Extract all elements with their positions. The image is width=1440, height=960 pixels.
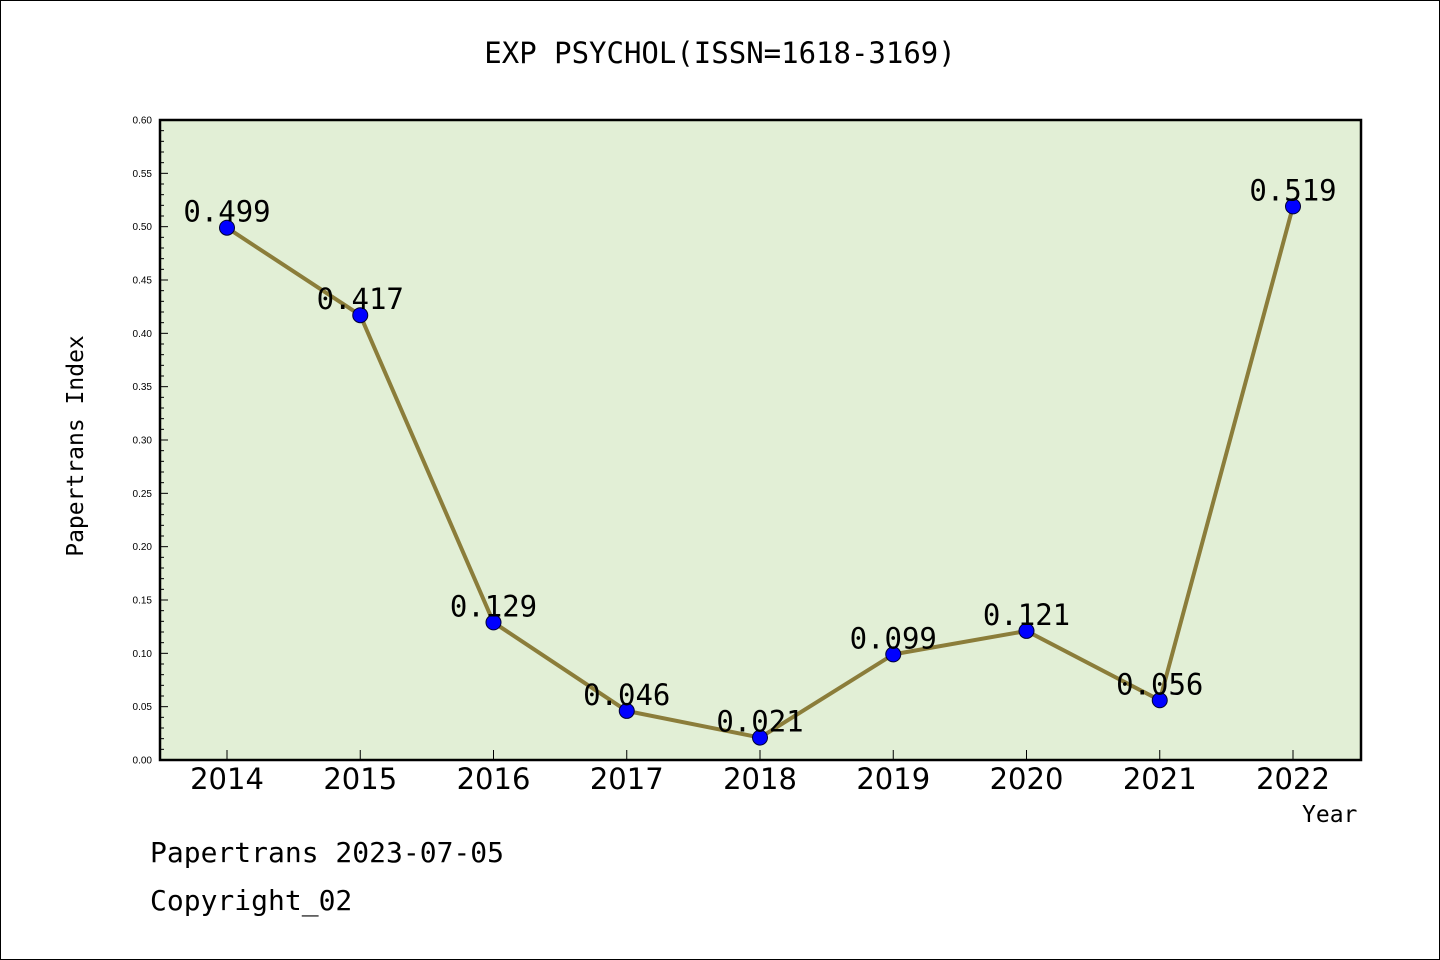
data-label: 0.519	[1249, 173, 1336, 207]
data-label: 0.021	[716, 705, 803, 739]
y-tick-label: 0.55	[133, 169, 153, 180]
x-axis-label: Year	[1302, 802, 1358, 828]
x-tick-label: 2019	[856, 762, 930, 796]
data-point	[219, 219, 235, 236]
data-labels: 0.499 0.417 0.129 0.046 0.021 0.099 0.121 0.056…	[183, 173, 1336, 738]
y-tick-label: 0.10	[133, 649, 153, 660]
data-point	[618, 702, 635, 719]
y-tick-label: 0.05	[133, 702, 153, 713]
data-label: 0.099	[850, 621, 937, 655]
plot-border	[158, 118, 1363, 762]
y-tick-label: 0.00	[133, 756, 153, 767]
x-axis: 2014 2015 2016 2017 2018 2019 2020 2021 2022	[190, 750, 1330, 796]
y-tick-label: 0.50	[133, 222, 153, 233]
chart-title: EXP PSYCHOL(ISSN=1618-3169)	[484, 36, 956, 70]
data-label: 0.499	[183, 195, 270, 229]
data-point	[752, 729, 768, 746]
y-tick-label: 0.60	[133, 116, 153, 127]
data-point	[1151, 692, 1168, 709]
x-tick-label: 2014	[190, 762, 264, 796]
y-tick-label: 0.15	[133, 596, 153, 607]
y-tick-label: 0.25	[133, 489, 153, 500]
plot-area	[160, 120, 1361, 760]
data-point	[352, 307, 369, 324]
y-tick-label: 0.40	[133, 329, 153, 340]
series-markers	[219, 198, 1301, 746]
x-tick-label: 2015	[323, 762, 397, 796]
x-tick-label: 2022	[1256, 762, 1330, 796]
data-label: 0.056	[1116, 667, 1203, 701]
x-tick-label: 2017	[590, 762, 664, 796]
y-tick-label: 0.45	[133, 276, 153, 287]
data-label: 0.417	[317, 282, 404, 316]
y-tick-label: 0.20	[133, 542, 153, 553]
data-point	[485, 614, 502, 631]
data-label: 0.121	[983, 598, 1070, 632]
y-tick-label: 0.30	[133, 436, 153, 447]
data-point	[885, 646, 902, 663]
data-label: 0.129	[450, 589, 537, 623]
y-tick-label: 0.35	[133, 382, 153, 393]
footer-copyright: Copyright_02	[150, 884, 353, 917]
x-tick-label: 2021	[1123, 762, 1197, 796]
footer-date: Papertrans 2023-07-05	[150, 836, 505, 869]
x-tick-label: 2018	[723, 762, 797, 796]
x-tick-label: 2016	[457, 762, 531, 796]
data-point	[1285, 198, 1301, 215]
x-tick-label: 2020	[990, 762, 1064, 796]
data-label: 0.046	[583, 678, 670, 712]
data-point	[1018, 622, 1035, 639]
